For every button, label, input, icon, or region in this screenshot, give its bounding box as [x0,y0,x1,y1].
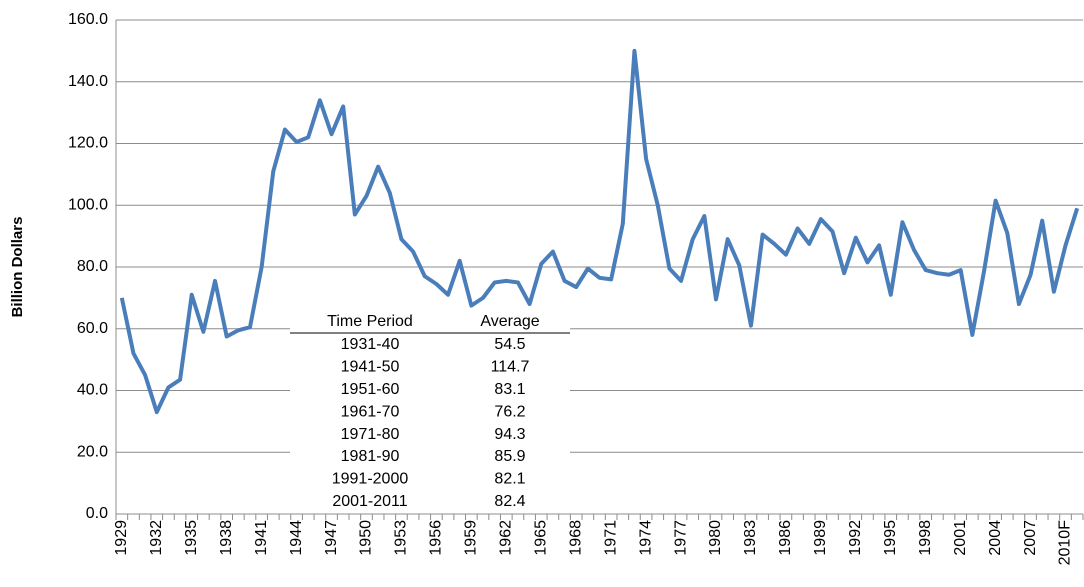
y-tick-label: 140.0 [68,73,108,90]
table-cell: 2001-2011 [332,493,407,510]
x-tick-label: 1995 [882,520,899,556]
x-tick-label: 1980 [707,520,724,556]
table-cell: 85.9 [494,448,525,465]
x-tick-label: 1938 [218,520,235,556]
y-tick-label: 100.0 [68,196,108,213]
x-tick-label: 1941 [253,520,270,556]
x-tick-label: 1944 [288,520,305,556]
x-tick-label: 1956 [428,520,445,556]
table-cell: 1951-60 [341,381,400,398]
y-tick-label: 0.0 [86,505,108,522]
table-cell: 82.1 [494,471,525,488]
table-cell: 83.1 [494,381,525,398]
y-tick-label: 20.0 [77,443,108,460]
table-cell: 1931-40 [341,336,400,353]
y-tick-label: 80.0 [77,258,108,275]
x-tick-label: 2010F [1057,520,1074,566]
table-cell: 94.3 [494,426,525,443]
x-tick-label: 1983 [742,520,759,556]
x-tick-label: 1929 [113,520,130,556]
x-tick-label: 1992 [847,520,864,556]
x-tick-label: 1950 [358,520,375,556]
table-header: Average [480,313,539,330]
y-tick-label: 120.0 [68,135,108,152]
table-cell: 1941-50 [341,359,400,376]
x-tick-label: 1965 [532,520,549,556]
table-cell: 82.4 [494,493,525,510]
table-cell: 1981-90 [341,448,400,465]
table-background [290,312,570,512]
x-tick-label: 1932 [148,520,165,556]
x-tick-label: 1935 [183,520,200,556]
table-cell: 1991-2000 [332,471,409,488]
x-tick-label: 1998 [917,520,934,556]
x-tick-label: 1974 [637,520,654,556]
x-tick-label: 1947 [323,520,340,556]
y-tick-label: 60.0 [77,320,108,337]
x-tick-label: 1968 [567,520,584,556]
x-tick-label: 2004 [987,520,1004,556]
table-cell: 114.7 [491,359,530,376]
y-axis-label: Billion Dollars [9,217,26,318]
x-tick-label: 1986 [777,520,794,556]
data-line [119,48,1080,415]
y-tick-label: 160.0 [68,11,108,28]
y-tick-label: 40.0 [77,382,108,399]
x-tick-label: 1962 [498,520,515,556]
x-tick-label: 1971 [602,520,619,556]
table-header: Time Period [327,313,413,330]
x-tick-label: 2007 [1022,520,1039,556]
table-cell: 1961-70 [341,403,400,420]
x-tick-label: 1977 [672,520,689,556]
x-tick-label: 1989 [812,520,829,556]
x-tick-label: 2001 [952,520,969,556]
x-tick-label: 1953 [393,520,410,556]
x-tick-label: 1959 [463,520,480,556]
table-cell: 54.5 [494,336,525,353]
table-cell: 1971-80 [341,426,400,443]
table-cell: 76.2 [494,403,525,420]
